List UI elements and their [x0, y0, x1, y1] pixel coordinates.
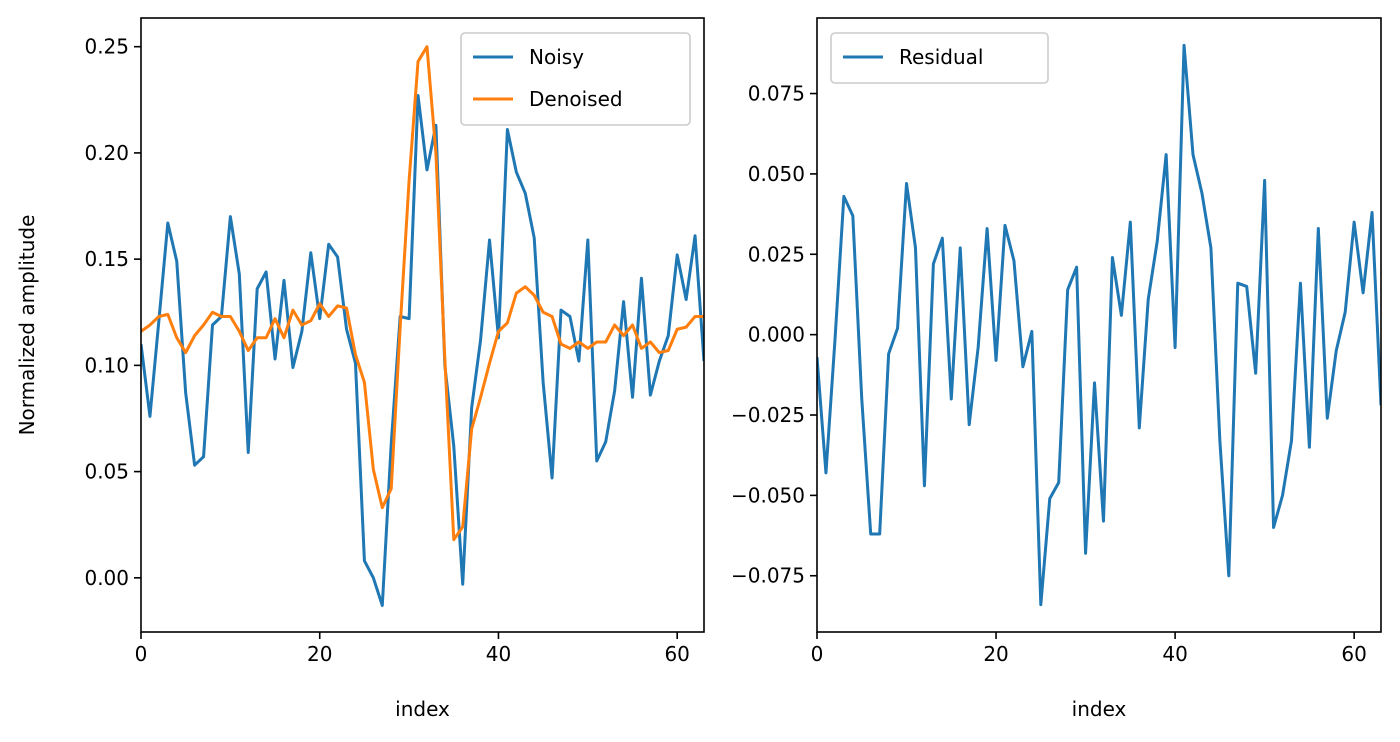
y-tick-label: 0.025 [748, 242, 805, 266]
series-line-residual [817, 43, 1381, 607]
plot-frame [140, 17, 705, 633]
legend: Residual [830, 32, 1049, 84]
y-tick-label: −0.050 [731, 483, 805, 507]
legend-label-denoised: Denoised [529, 87, 623, 111]
y-tick-label: 0.25 [84, 35, 129, 59]
y-tick-label: 0.00 [84, 566, 129, 590]
x-tick-label: 40 [486, 642, 511, 666]
x-tick-label: 40 [1162, 642, 1187, 666]
y-tick-label: 0.15 [84, 247, 129, 271]
y-tick-label: 0.20 [84, 141, 129, 165]
y-tick-label: 0.10 [84, 353, 129, 377]
y-tick-label: 0.05 [84, 460, 129, 484]
legend-label-residual: Residual [899, 45, 983, 69]
x-tick-label: 60 [664, 642, 689, 666]
y-tick-label: −0.075 [731, 564, 805, 588]
chart-panel-2: 0 20 40 60 −0.075 −0.050 −0.025 0.000 0.025 0.050… [731, 17, 1382, 721]
y-tick-label: 0.050 [748, 162, 805, 186]
plot-frame [816, 17, 1382, 633]
x-tick-label: 0 [811, 642, 824, 666]
x-tick-label: 60 [1341, 642, 1366, 666]
chart-panel-1: 0 20 40 60 0.00 0.05 0.10 0.15 0.20 0.25 index Norm… [15, 17, 705, 721]
x-tick-label: 20 [983, 642, 1008, 666]
series-line-denoised [141, 45, 704, 542]
x-axis-label: index [395, 697, 450, 721]
y-tick-label: 0.075 [748, 82, 805, 106]
y-tick-label: 0.000 [748, 323, 805, 347]
legend: Noisy Denoised [460, 32, 691, 126]
legend-box [460, 32, 691, 126]
series-line-noisy [141, 94, 704, 607]
y-axis-label: Normalized amplitude [15, 215, 39, 436]
legend-box [830, 32, 1049, 84]
x-axis-label: index [1072, 697, 1127, 721]
y-tick-label: −0.025 [731, 403, 805, 427]
legend-label-noisy: Noisy [529, 45, 584, 69]
x-tick-label: 0 [135, 642, 148, 666]
x-tick-label: 20 [307, 642, 332, 666]
